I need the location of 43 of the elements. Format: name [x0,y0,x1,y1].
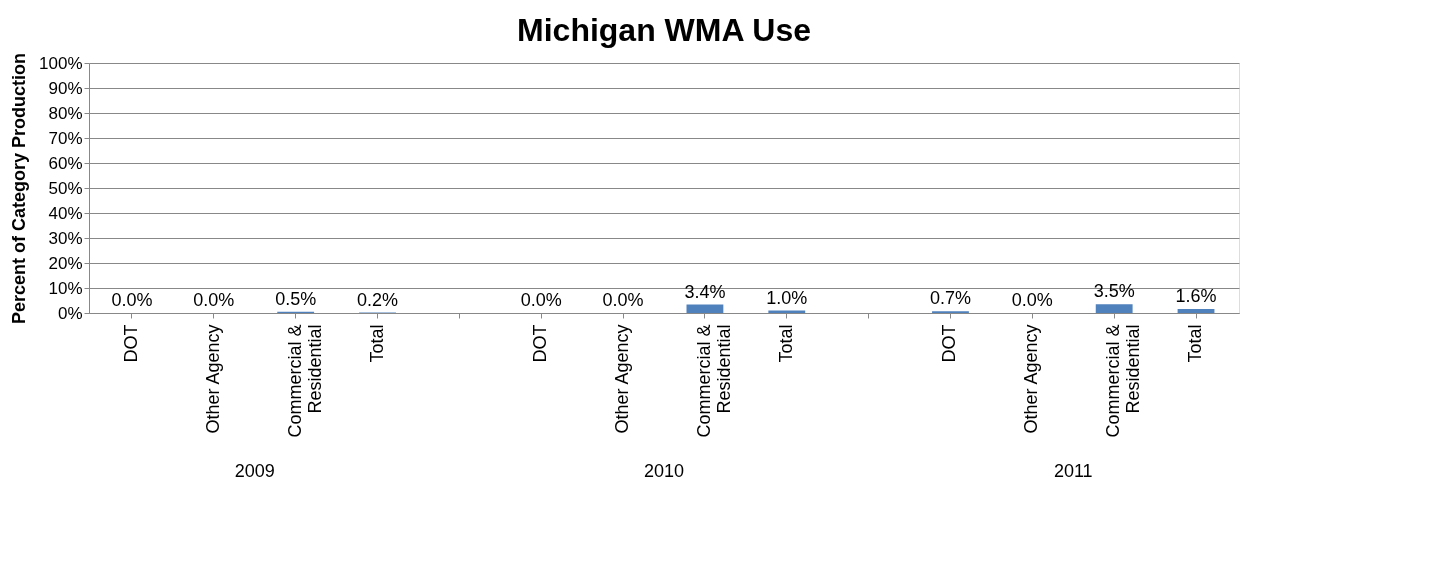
data-label: 1.6% [1175,286,1217,306]
bar [1095,304,1133,313]
data-label: 0.7% [929,288,971,309]
data-label: 0.0% [1011,290,1053,310]
data-label: 0.0% [193,290,235,310]
text: 2011 [1053,461,1093,481]
y-tick-label: 0% [57,303,83,323]
data-label: 0.0% [111,290,153,310]
x-tick-label: Other Agency [612,324,633,434]
data-label: 3.4% [684,281,726,302]
y-tick-label: 50% [48,178,83,198]
x-tick-label: DOT [120,324,141,363]
y-tick-label: 100% [39,53,83,73]
text: 2009 [234,461,275,481]
y-tick-label: 90% [48,78,83,98]
y-tick-label: 40% [48,203,83,223]
y-tick-label: 70% [48,128,83,148]
text: 2010 [643,461,685,481]
x-tick-label: Other Agency [1021,324,1042,434]
x-tick-label: Commercial & Residential [693,324,734,438]
y-tick-label: 30% [48,228,83,248]
x-tick-label: Total [1185,324,1206,363]
data-label: 3.5% [1093,281,1135,302]
y-tick-label: 20% [48,253,83,273]
y-tick-label: 60% [48,153,83,173]
x-tick-label: Commercial & Residential [284,324,325,438]
x-tick-label: DOT [939,324,960,363]
data-label: 0.5% [275,288,317,309]
y-axis-title: Percent of Category Production [9,52,30,325]
x-tick-label: Commercial & Residential [1103,324,1144,438]
chart-title: Michigan WMA Use [517,12,811,49]
x-tick-label: DOT [530,324,551,363]
y-tick-label: 10% [48,278,83,298]
data-label: 0.0% [520,290,562,310]
y-tick-label: 80% [48,103,83,123]
bar [1177,309,1215,313]
x-tick-label: Total [775,324,796,363]
data-label: 1.0% [766,287,808,308]
bar [686,304,724,313]
x-tick-label: Other Agency [202,324,223,434]
x-tick-label: Total [366,324,387,363]
data-label: 0.0% [602,290,644,310]
data-label: 0.2% [357,289,399,310]
